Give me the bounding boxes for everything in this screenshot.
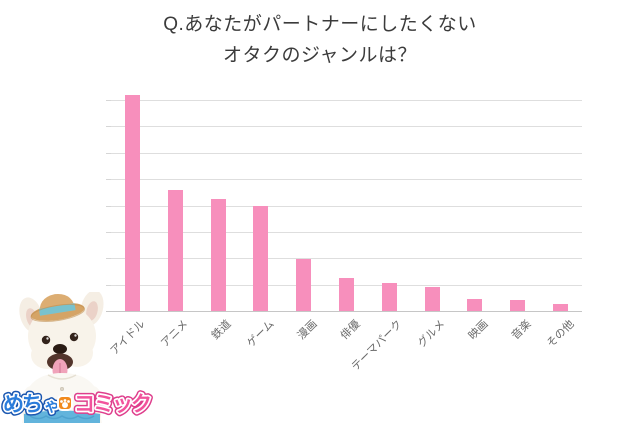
dog-nose [53, 344, 67, 354]
chart-bar [124, 94, 140, 311]
y-axis-tick [106, 231, 111, 233]
gridline [111, 100, 582, 101]
svg-text:めち ゃ コミック: めち ゃ コミック [3, 393, 150, 416]
y-axis-tick [106, 205, 111, 207]
x-axis-line [106, 311, 582, 312]
y-axis-tick [106, 152, 111, 154]
y-axis-tick [106, 258, 111, 260]
y-axis-tick [106, 179, 111, 181]
y-axis-tick [106, 100, 111, 101]
chart-bar [167, 189, 183, 311]
mascot-dog-illustration [19, 292, 104, 423]
y-axis-tick [106, 126, 111, 128]
gridline [111, 258, 582, 260]
chart-bar [381, 282, 397, 311]
gridline [111, 126, 582, 128]
chart-bar [210, 198, 226, 311]
paw-icon [57, 395, 73, 411]
dog-eyes [41, 332, 79, 345]
chart-title: Q.あなたがパートナーにしたくない オタクのジャンルは？ [0, 9, 640, 71]
chart-bar [339, 278, 354, 311]
svg-text:めち ゃ コミック: めち ゃ コミック [3, 393, 150, 416]
plot-area [106, 94, 582, 312]
dog-skirt [24, 410, 100, 423]
svg-text:めち ゃ コミック: めち ゃ コミック [3, 393, 150, 416]
chart-bar [553, 304, 569, 311]
gridline [111, 152, 582, 154]
chart-bar [253, 206, 269, 311]
chart-bar [467, 298, 483, 311]
chart-bar [424, 287, 440, 311]
gridline [111, 179, 582, 181]
chart-title-line1: Q.あなたがパートナーにしたくない [163, 14, 477, 35]
mechacomic-logo: めち ゃ コミック めち ゃ コミック めち ゃ コミック [0, 390, 155, 420]
chart-bar [296, 259, 312, 311]
chart-bar [510, 299, 526, 311]
gridline [111, 205, 582, 207]
straw-hat [30, 294, 85, 322]
chart-title-line2: オタクのジャンルは？ [222, 45, 418, 66]
hat-band [38, 303, 76, 316]
y-axis-tick [106, 284, 111, 286]
gridline [111, 231, 582, 233]
